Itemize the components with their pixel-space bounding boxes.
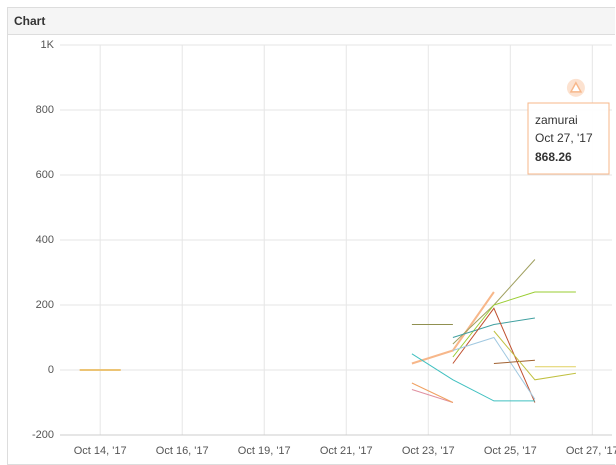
series-line: [452, 317, 535, 338]
tooltip-date: Oct 27, '17: [535, 131, 593, 145]
series-line: [493, 359, 535, 364]
y-tick-label: 400: [36, 234, 54, 246]
x-tick-label: Oct 21, '17: [320, 445, 373, 457]
series-line: [80, 88, 576, 370]
tooltip-name: zamurai: [535, 113, 578, 127]
panel-title: Chart: [8, 8, 615, 35]
x-tick-label: Oct 19, '17: [238, 445, 291, 457]
panel: Chart: [7, 7, 615, 465]
series-line: [452, 336, 536, 400]
series-line: [493, 330, 576, 381]
y-tick-label: -200: [32, 429, 54, 441]
tooltip-value: 868.26: [535, 150, 572, 164]
y-tick-label: 200: [36, 299, 54, 311]
series-line: [411, 382, 454, 403]
series-line: [411, 353, 535, 402]
series-line: [452, 307, 536, 403]
hover-marker: [569, 81, 583, 93]
x-tick-label: Oct 25, '17: [484, 445, 537, 457]
tooltip-box: [527, 102, 610, 175]
y-tick-label: 800: [36, 104, 54, 116]
y-tick-label: 600: [36, 169, 54, 181]
x-tick-label: Oct 16, '17: [156, 445, 209, 457]
x-tick-label: Oct 23, '17: [402, 445, 455, 457]
x-tick-label: Oct 27, '17: [566, 445, 616, 457]
y-tick-label: 1K: [41, 39, 55, 51]
y-tick-label: 0: [48, 364, 54, 376]
series-line: [411, 389, 454, 403]
series-line: [79, 366, 576, 371]
x-tick-label: Oct 14, '17: [74, 445, 127, 457]
